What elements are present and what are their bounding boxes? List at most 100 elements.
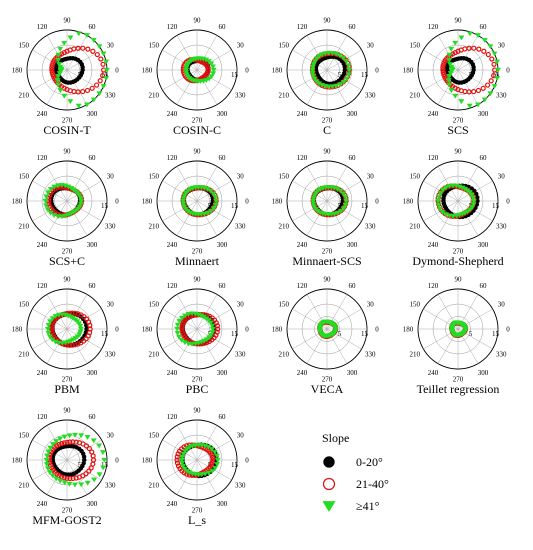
polar-panel: 0306090120150180210240270300330515Dymond… [403,148,511,269]
grid-spoke [196,200,218,236]
data-point [70,439,76,445]
angle-tick-label: 210 [409,223,420,231]
angle-tick-label: 0 [506,198,510,206]
grid-spoke [46,35,68,71]
angle-tick-label: 30 [107,432,115,440]
angle-tick-label: 150 [148,173,159,181]
data-point [103,76,110,82]
radial-tick-label: 5 [469,330,473,338]
data-point [69,342,75,348]
data-point [494,76,501,82]
data-point [488,78,494,84]
data-point [213,198,220,204]
data-point [435,202,442,208]
data-point [43,203,49,209]
data-point [53,439,60,445]
angle-tick-label: 270 [453,376,464,384]
panel-title: COSIN-C [173,123,221,137]
grid-spoke [46,69,68,105]
data-point [205,470,212,476]
data-point [66,342,73,348]
radial-tick-label: 15 [231,330,239,338]
radial-tick-label: 15 [361,330,369,338]
angle-tick-label: 300 [347,369,358,377]
angle-tick-label: 120 [167,154,178,162]
data-point [44,453,51,459]
grid-spoke [196,49,232,71]
data-point [205,69,211,75]
data-point [311,76,318,82]
data-point [342,194,349,200]
angle-tick-label: 120 [428,282,439,290]
legend-marker-circle-filled [323,456,335,468]
angle-tick-label: 300 [217,110,228,118]
data-point [201,211,208,217]
data-point [464,209,471,215]
data-point [310,195,317,201]
data-point [441,60,447,66]
angle-tick-label: 120 [37,413,48,421]
angle-tick-label: 240 [167,369,178,377]
polar-panel: 0 30 60 90 120 150 180 210 240 270 300 330 5 15 MFM-GO… [12,407,120,528]
data-point [44,207,51,213]
radial-tick-label: 15 [101,330,109,338]
angle-tick-label: 30 [237,301,245,309]
data-point [81,460,86,466]
angle-tick-label: 0 [245,326,249,334]
data-point [311,204,318,210]
grid-spoke [176,69,198,105]
series-group [448,320,469,338]
grid-spoke [196,294,218,330]
data-point [338,209,345,214]
data-point [73,439,79,445]
angle-tick-label: 180 [272,67,283,75]
data-point [206,76,213,82]
angle-tick-label: 60 [219,413,227,421]
grid-spoke [162,200,198,222]
data-point [178,457,185,463]
data-point [471,88,477,95]
grid-spoke [46,200,68,236]
data-point [192,311,199,317]
angle-tick-label: 210 [148,223,159,231]
angle-tick-label: 330 [365,92,376,100]
data-point [462,328,469,334]
data-point [45,322,52,328]
data-point [313,190,319,196]
data-point [56,71,63,77]
angle-tick-label: 300 [217,369,228,377]
data-point [174,457,180,463]
grid-spoke [457,69,479,105]
data-point [343,59,350,65]
data-point [489,56,495,62]
polar-panel: 0 30 60 90 120 150 180 210 240 270 300 330 5 15 C [272,17,380,138]
grid-spoke [46,294,68,330]
grid-spoke [457,200,479,236]
data-point [55,214,62,220]
data-point [70,475,76,482]
grid-spoke [176,425,198,461]
legend-marker [322,501,336,513]
data-point [180,195,187,201]
data-point [174,322,181,328]
angle-tick-label: 210 [278,223,289,231]
data-point [458,99,465,105]
grid-spoke [176,200,198,236]
panel-title: SCS [447,123,468,137]
data-point [62,213,69,219]
series-group [42,183,85,220]
data-point [93,82,100,88]
angle-tick-label: 300 [217,500,228,508]
data-point [72,310,78,316]
data-point [75,89,81,95]
data-point [89,85,95,91]
data-point [84,33,90,39]
data-point [334,210,341,216]
data-point [43,194,50,200]
series-group [54,31,110,109]
data-point [453,183,460,189]
angle-tick-label: 0 [115,457,119,465]
angle-tick-label: 270 [62,507,73,515]
data-point [49,316,56,322]
